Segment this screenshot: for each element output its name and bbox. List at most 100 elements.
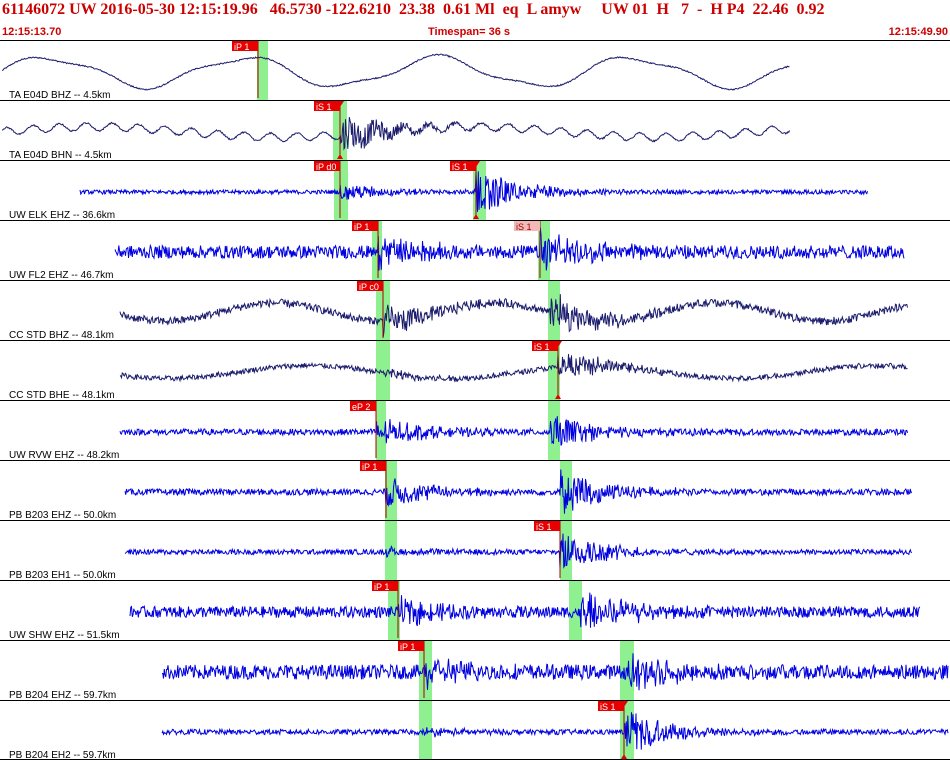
pick-label: iP 1 bbox=[362, 462, 377, 472]
seismogram-panel[interactable]: iP 1 TA E04D BHZ -- 4.5km iS 1 TA E04D BHN … bbox=[0, 40, 950, 760]
channel-row[interactable]: iP 1 PB B203 EHZ -- 50.0km bbox=[0, 460, 950, 522]
channel-row[interactable]: iP 1 PB B204 EHZ -- 59.7km bbox=[0, 640, 950, 702]
pick-label: iS 1 bbox=[536, 522, 552, 532]
pick-flag[interactable] bbox=[450, 161, 476, 171]
event-network: UW bbox=[69, 1, 97, 18]
event-summary-line: 61146072 UW 2016-05-30 12:15:19.96 46.57… bbox=[2, 1, 825, 19]
channel-label: TA E04D BHN -- 4.5km bbox=[9, 150, 112, 161]
event-dash: - bbox=[696, 1, 703, 18]
pick-window bbox=[560, 461, 572, 520]
pick-marker bbox=[473, 214, 479, 219]
pick-label: iP 1 bbox=[400, 642, 415, 652]
channel-row[interactable]: iP 1 UW SHW EHZ -- 51.5km bbox=[0, 580, 950, 642]
waveform-trace bbox=[2, 116, 790, 151]
channel-row[interactable]: iS 1 TA E04D BHN -- 4.5km bbox=[0, 100, 950, 162]
pick-marker bbox=[555, 394, 561, 399]
channel-label: UW SHW EHZ -- 51.5km bbox=[9, 630, 120, 641]
channel-label: UW FL2 EHZ -- 46.7km bbox=[9, 270, 113, 281]
channel-row[interactable]: iS 1 CC STD BHE -- 48.1km bbox=[0, 340, 950, 402]
waveform-trace bbox=[114, 227, 905, 271]
channel-label: PB B204 EHZ -- 59.7km bbox=[9, 690, 116, 701]
pick-flag[interactable] bbox=[314, 161, 340, 171]
waveform-trace bbox=[79, 171, 868, 212]
channel-row[interactable]: iP c0 CC STD BHZ -- 48.1km bbox=[0, 280, 950, 342]
pick-label: iS 1 bbox=[534, 342, 550, 352]
pick-flag[interactable] bbox=[350, 401, 376, 411]
pick-marker bbox=[472, 161, 480, 167]
time-start: 12:15:13.70 bbox=[2, 26, 62, 38]
pick-flag[interactable] bbox=[534, 521, 560, 531]
event-header: 61146072 UW 2016-05-30 12:15:19.96 46.57… bbox=[0, 0, 950, 26]
event-count: 7 bbox=[680, 1, 689, 18]
channel-label: UW ELK EHZ -- 36.6km bbox=[9, 210, 115, 221]
waveform-trace bbox=[1, 53, 790, 91]
pick-flag[interactable] bbox=[352, 221, 378, 231]
channel-row[interactable]: eP 2 UW RVW EHZ -- 48.2km bbox=[0, 400, 950, 462]
event-id[interactable]: 61146072 bbox=[2, 1, 66, 18]
event-source: UW 01 bbox=[601, 1, 649, 18]
event-proc: H P4 bbox=[710, 1, 745, 18]
event-type: eq bbox=[502, 1, 519, 18]
timespan-value: 36 s bbox=[488, 26, 511, 38]
pick-window bbox=[419, 701, 432, 760]
waveform-trace bbox=[124, 533, 913, 569]
pick-marker bbox=[620, 701, 628, 707]
pick-label: iP 1 bbox=[234, 42, 249, 52]
event-lon: -122.6210 bbox=[325, 1, 392, 18]
event-flag: L bbox=[526, 1, 537, 18]
pick-flag[interactable] bbox=[398, 641, 424, 651]
waveform-trace bbox=[119, 353, 908, 383]
waveform-trace bbox=[129, 592, 921, 628]
channel-row[interactable]: iP d0 iS 1 UW ELK EHZ -- 36.6km bbox=[0, 160, 950, 222]
time-end: 12:15:49.90 bbox=[888, 26, 948, 38]
waveform-trace bbox=[119, 416, 908, 446]
event-quality: H bbox=[656, 1, 669, 18]
event-depth: 23.38 bbox=[399, 1, 436, 18]
waveform-trace bbox=[162, 653, 949, 691]
pick-flag[interactable] bbox=[372, 581, 398, 591]
channel-label: CC STD BHE -- 48.1km bbox=[9, 390, 115, 401]
pick-flag[interactable] bbox=[232, 41, 258, 51]
pick-window bbox=[376, 341, 390, 400]
channel-row[interactable]: iP 1 TA E04D BHZ -- 4.5km bbox=[0, 40, 950, 102]
pick-flag[interactable] bbox=[514, 221, 540, 231]
channel-label: PB B204 EH2 -- 59.7km bbox=[9, 750, 116, 760]
pick-label: iP d0 bbox=[316, 162, 336, 172]
pick-marker bbox=[337, 154, 343, 159]
event-magnitude: 0.61 bbox=[443, 1, 472, 18]
pick-flag[interactable] bbox=[532, 341, 558, 351]
pick-label: iS 1 bbox=[316, 102, 332, 112]
event-rms: 0.92 bbox=[796, 1, 825, 18]
event-analyst: amyw bbox=[540, 1, 582, 18]
waveform-trace bbox=[161, 712, 949, 750]
pick-label: eP 2 bbox=[352, 402, 370, 412]
pick-label: iP 1 bbox=[354, 222, 369, 232]
event-mag-type: Ml bbox=[475, 1, 495, 18]
pick-flag[interactable] bbox=[360, 461, 386, 471]
pick-flag[interactable] bbox=[314, 101, 340, 111]
pick-label: iS 1 bbox=[600, 702, 616, 712]
pick-marker bbox=[336, 101, 344, 107]
pick-flag[interactable] bbox=[598, 701, 624, 711]
waveform-trace bbox=[119, 294, 908, 337]
pick-label: iS 1 bbox=[452, 162, 468, 172]
pick-marker bbox=[554, 341, 562, 347]
event-datetime: 2016-05-30 12:15:19.96 bbox=[100, 1, 258, 18]
pick-flag[interactable] bbox=[357, 281, 383, 291]
channel-label: TA E04D BHZ -- 4.5km bbox=[9, 90, 111, 101]
pick-label: iS 1 bbox=[516, 222, 532, 232]
pick-label: iP 1 bbox=[374, 582, 389, 592]
waveform-trace bbox=[124, 469, 913, 514]
channel-label: PB B203 EHZ -- 50.0km bbox=[9, 510, 116, 521]
pick-window bbox=[548, 341, 560, 400]
channel-row[interactable]: iS 1 PB B204 EH2 -- 59.7km bbox=[0, 700, 950, 760]
timespan-label: Timespan= bbox=[428, 26, 486, 38]
pick-label: iP c0 bbox=[359, 282, 379, 292]
pick-marker bbox=[621, 754, 627, 759]
pick-window bbox=[388, 581, 400, 640]
channel-row[interactable]: iP 1 iS 1 UW FL2 EHZ -- 46.7km bbox=[0, 220, 950, 282]
event-gap: 22.46 bbox=[752, 1, 789, 18]
channel-label: PB B203 EH1 -- 50.0km bbox=[9, 570, 116, 581]
pick-window bbox=[257, 41, 268, 100]
channel-row[interactable]: iS 1 PB B203 EH1 -- 50.0km bbox=[0, 520, 950, 582]
